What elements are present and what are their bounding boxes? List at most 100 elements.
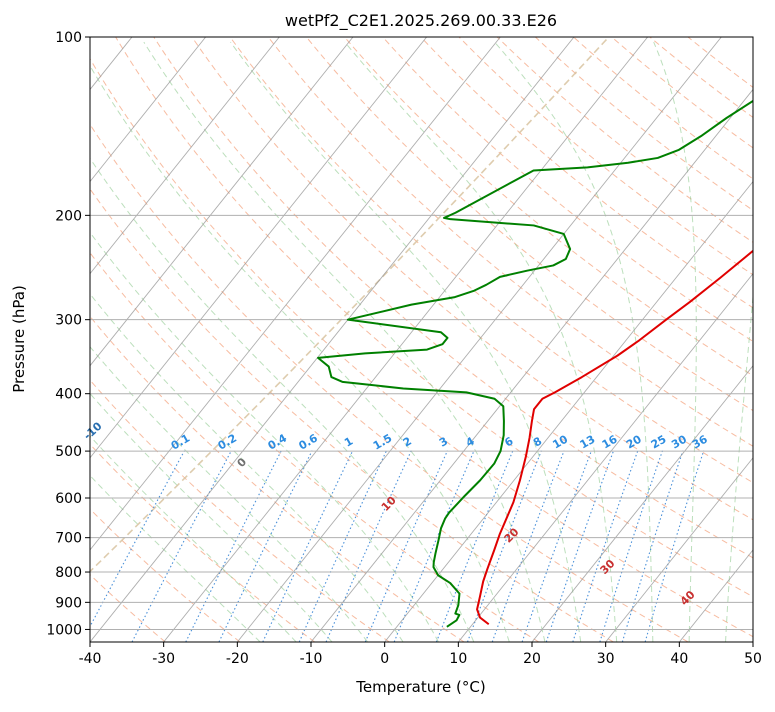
x-tick-label: -20	[226, 651, 249, 667]
isotherm-line	[90, 37, 501, 551]
moist-adiabat-line	[90, 64, 510, 642]
mixing-ratio-line	[393, 450, 475, 642]
mixing-ratio-line	[364, 450, 448, 642]
dry-adiabat-line	[191, 37, 753, 521]
isotherm-line	[310, 88, 753, 642]
y-tick-label: 700	[55, 531, 82, 547]
reference-curve	[90, 37, 610, 573]
y-tick-label: 400	[55, 387, 82, 403]
plot-frame	[89, 36, 754, 643]
isotherm-line	[0, 37, 58, 642]
x-tick-label: -10	[300, 651, 323, 667]
moist-adiabat-line	[494, 41, 654, 642]
mixing-ratio-line	[545, 450, 615, 642]
isotherm-line	[752, 641, 753, 642]
y-tick-label: 900	[55, 595, 82, 611]
isotherm-line	[678, 549, 753, 642]
x-tick-label: 20	[523, 651, 541, 667]
dry-adiabat-line	[496, 37, 753, 243]
chart-title: wetPf2_C2E1.2025.269.00.33.E26	[285, 11, 557, 31]
mixing-ratio-label: 10	[550, 432, 570, 451]
mixing-ratio-line	[325, 450, 412, 642]
dry-adiabat-line	[573, 37, 753, 180]
moist-adiabat-line	[230, 41, 582, 642]
dry-adiabat-line	[90, 57, 753, 638]
isotherm-line	[90, 37, 354, 367]
moist-adiabat-line	[90, 435, 297, 642]
x-tick-label: -30	[152, 651, 175, 667]
y-tick-label: 500	[55, 444, 82, 460]
dry-adiabat-line	[90, 508, 241, 642]
mixing-ratio-label: 6	[502, 434, 515, 449]
x-tick-label: 50	[744, 651, 762, 667]
mixing-ratio-label: 0.1	[169, 432, 192, 453]
dry-adiabat-line	[90, 251, 540, 642]
dry-adiabat-line	[115, 37, 753, 598]
mixing-ratio-label: 0.6	[296, 431, 320, 452]
isotherm-line	[90, 37, 207, 183]
isotherm-line	[457, 272, 753, 642]
y-axis-label: Pressure (hPa)	[10, 285, 28, 393]
mixing-ratio-line	[90, 450, 185, 628]
isotherm-line	[531, 365, 753, 642]
moist-adiabat-line	[90, 231, 439, 642]
moist-adiabat-line	[90, 157, 475, 642]
dry-adiabat-line	[458, 37, 753, 276]
y-tick-label: 100	[55, 30, 82, 46]
mixing-ratio-label: 25	[649, 433, 669, 452]
moist-adiabat-line	[653, 41, 697, 642]
isotherm-line	[236, 37, 722, 642]
dry-adiabat-line	[535, 37, 753, 211]
isotherm-line	[90, 37, 428, 459]
dry-adiabat-line	[90, 315, 465, 642]
mixing-ratio-label: 8	[531, 435, 544, 450]
moist-adiabat-line	[90, 346, 369, 642]
isotherm-line	[163, 37, 649, 642]
y-tick-label: 300	[55, 313, 82, 329]
mixing-ratio-label: 3	[437, 435, 450, 450]
isotherm-line	[605, 457, 753, 642]
moist-adiabat-label: 30	[598, 557, 618, 577]
dry-adiabat-line	[382, 37, 753, 342]
dry-adiabat-line	[229, 37, 753, 484]
mixing-ratio-label: 36	[690, 432, 710, 451]
dry-adiabat-line	[267, 37, 753, 447]
dry-adiabat-line	[90, 123, 689, 642]
mixing-ratio-line	[621, 450, 684, 642]
dry-adiabat-line	[90, 188, 614, 642]
isotherm-line	[90, 37, 280, 275]
mixing-ratio-label: 0.2	[216, 432, 239, 453]
mixing-ratio-line	[298, 450, 387, 642]
dry-adiabat-line	[153, 37, 753, 559]
y-tick-label: 800	[55, 565, 82, 581]
dewpoint-profile-line	[317, 99, 753, 628]
moist-adiabat-line	[725, 291, 753, 642]
moist-adiabat-line	[90, 474, 261, 642]
mixing-ratio-label: 13	[578, 433, 598, 452]
mixing-ratio-line	[435, 450, 514, 642]
mixing-ratio-line	[466, 450, 542, 642]
moist-adiabat-line	[90, 293, 404, 642]
y-tick-label: 600	[55, 491, 82, 507]
mixing-ratio-label: 0.4	[266, 431, 290, 452]
isotherm-line	[90, 37, 575, 642]
dry-adiabat-line	[344, 37, 753, 377]
mixing-ratio-line	[185, 450, 282, 642]
x-tick-label: 30	[597, 651, 615, 667]
dry-adiabat-label: -10	[81, 419, 105, 442]
dry-adiabat-line	[90, 379, 390, 642]
moist-adiabat-label: 20	[502, 525, 522, 545]
moist-adiabat-label: 0	[235, 455, 250, 470]
x-tick-label: -40	[79, 651, 102, 667]
mixing-ratio-line	[521, 450, 592, 642]
mixing-ratio-label: 2	[401, 435, 414, 450]
mixing-ratio-line	[218, 450, 313, 642]
mixing-ratio-line	[491, 450, 565, 642]
isotherm-line	[384, 180, 753, 642]
temperature-profile-line	[476, 249, 753, 626]
moist-adiabat-label: 40	[678, 588, 698, 608]
x-tick-label: 10	[449, 651, 467, 667]
mixing-ratio-line	[131, 450, 232, 642]
y-tick-label: 200	[55, 208, 82, 224]
